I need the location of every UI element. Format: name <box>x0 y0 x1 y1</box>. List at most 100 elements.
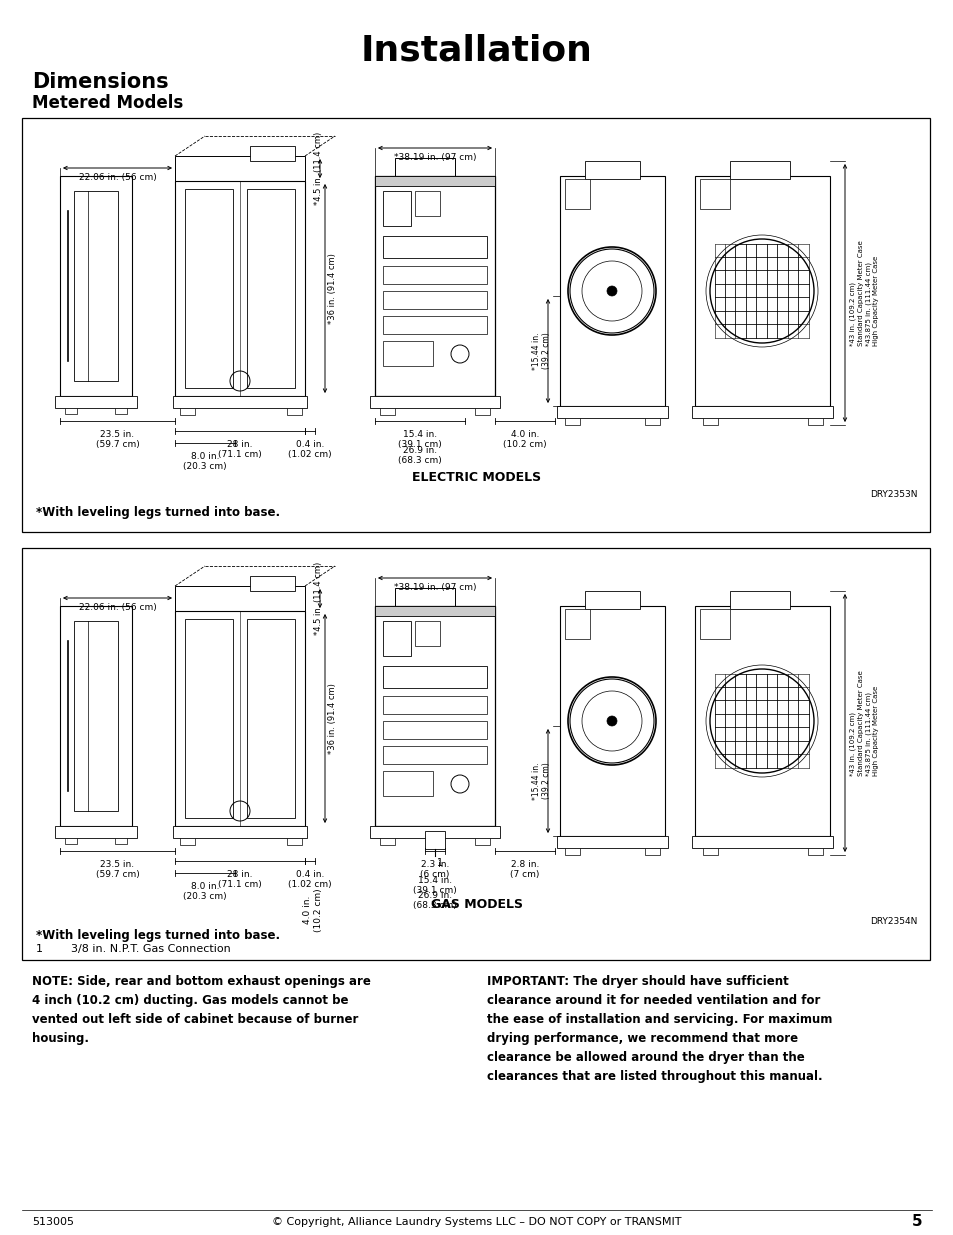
Text: 15.4 in.
(39.1 cm): 15.4 in. (39.1 cm) <box>413 876 456 895</box>
Bar <box>185 619 233 818</box>
Bar <box>74 191 118 382</box>
Bar <box>375 177 495 396</box>
Text: *38.19 in. (97 cm): *38.19 in. (97 cm) <box>394 583 476 592</box>
Bar <box>379 408 395 415</box>
Bar <box>559 177 664 406</box>
Text: *15.44 in.
(39.2 cm): *15.44 in. (39.2 cm) <box>531 762 551 800</box>
Text: 8.0 in.
(20.3 cm): 8.0 in. (20.3 cm) <box>183 882 227 902</box>
Bar <box>564 609 589 638</box>
Bar <box>172 826 307 839</box>
Bar <box>22 119 929 532</box>
Bar <box>807 417 822 425</box>
Text: 26.9 in.
(68.3 cm): 26.9 in. (68.3 cm) <box>413 890 456 910</box>
Bar <box>370 396 499 408</box>
Bar <box>247 619 294 818</box>
Text: Installation: Installation <box>360 33 593 67</box>
Bar <box>174 585 305 611</box>
Bar <box>174 156 305 182</box>
Text: DRY2354N: DRY2354N <box>870 918 917 926</box>
Bar <box>382 266 486 284</box>
Text: 4.0 in.
(10.2 cm): 4.0 in. (10.2 cm) <box>502 430 546 450</box>
Bar <box>185 189 233 388</box>
Bar <box>247 189 294 388</box>
Bar <box>382 291 486 309</box>
Text: *15.44 in.
(39.2 cm): *15.44 in. (39.2 cm) <box>531 332 551 369</box>
Text: 28 in.
(71.1 cm): 28 in. (71.1 cm) <box>218 440 262 459</box>
Text: 26.9 in.
(68.3 cm): 26.9 in. (68.3 cm) <box>397 446 441 466</box>
Circle shape <box>709 669 813 773</box>
Bar <box>172 396 307 408</box>
Text: 0.4 in.
(1.02 cm): 0.4 in. (1.02 cm) <box>288 869 332 889</box>
Bar <box>729 592 789 609</box>
Text: 0.4 in.
(1.02 cm): 0.4 in. (1.02 cm) <box>288 440 332 459</box>
Text: *38.19 in. (97 cm): *38.19 in. (97 cm) <box>394 153 476 162</box>
Bar <box>375 606 495 616</box>
Text: *43 in. (109.2 cm)
Standard Capacity Meter Case
*43.875 in. (111.44 cm)
High Cap: *43 in. (109.2 cm) Standard Capacity Met… <box>849 240 879 346</box>
Bar <box>370 826 499 839</box>
Text: *4.5 in. (11.4 cm): *4.5 in. (11.4 cm) <box>314 562 323 635</box>
Bar <box>55 826 137 839</box>
Bar <box>382 697 486 714</box>
Bar <box>65 839 77 844</box>
Bar <box>475 408 490 415</box>
Text: 5: 5 <box>910 1214 921 1230</box>
Bar <box>60 606 132 826</box>
Text: 2.8 in.
(7 cm): 2.8 in. (7 cm) <box>510 860 539 879</box>
Bar <box>375 606 495 826</box>
Bar <box>382 236 486 258</box>
Text: GAS MODELS: GAS MODELS <box>431 899 522 911</box>
Bar <box>382 746 486 764</box>
Bar <box>695 606 829 836</box>
Bar <box>250 146 294 161</box>
Text: *36 in. (91.4 cm): *36 in. (91.4 cm) <box>328 683 336 753</box>
Bar <box>174 182 305 396</box>
Bar <box>22 548 929 960</box>
Bar <box>807 848 822 855</box>
Bar <box>415 191 439 216</box>
Text: 513005: 513005 <box>32 1216 74 1228</box>
Bar <box>180 839 194 845</box>
Bar <box>382 771 433 797</box>
Text: *With leveling legs turned into base.: *With leveling legs turned into base. <box>36 929 280 941</box>
Text: 28 in.
(71.1 cm): 28 in. (71.1 cm) <box>218 869 262 889</box>
Bar <box>695 177 829 406</box>
Bar <box>55 396 137 408</box>
Text: DRY2353N: DRY2353N <box>869 489 917 499</box>
Bar <box>287 839 302 845</box>
Text: *43 in. (109.2 cm)
Standard Capacity Meter Case
*43.875 in. (111.44 cm)
High Cap: *43 in. (109.2 cm) Standard Capacity Met… <box>849 671 879 776</box>
Text: 1: 1 <box>436 858 442 868</box>
Bar <box>564 848 579 855</box>
Text: *With leveling legs turned into base.: *With leveling legs turned into base. <box>36 505 280 519</box>
Text: 23.5 in.
(59.7 cm): 23.5 in. (59.7 cm) <box>95 860 139 879</box>
Bar <box>475 839 490 845</box>
Text: 22.06 in. (56 cm): 22.06 in. (56 cm) <box>78 173 156 182</box>
Bar <box>729 161 789 179</box>
Text: Metered Models: Metered Models <box>32 94 183 112</box>
Bar <box>700 609 729 638</box>
Bar <box>115 839 127 844</box>
Bar <box>287 408 302 415</box>
Bar <box>382 191 411 226</box>
Bar <box>395 158 455 177</box>
Bar <box>702 417 718 425</box>
Bar <box>415 621 439 646</box>
Bar <box>65 408 77 414</box>
Bar <box>557 406 667 417</box>
Bar <box>564 417 579 425</box>
Bar <box>559 606 664 836</box>
Bar <box>60 177 132 396</box>
Text: © Copyright, Alliance Laundry Systems LLC – DO NOT COPY or TRANSMIT: © Copyright, Alliance Laundry Systems LL… <box>272 1216 681 1228</box>
Bar <box>74 621 118 811</box>
Text: 23.5 in.
(59.7 cm): 23.5 in. (59.7 cm) <box>95 430 139 450</box>
Bar <box>382 341 433 366</box>
Bar <box>382 621 411 656</box>
Bar <box>174 611 305 826</box>
Text: 1        3/8 in. N.P.T. Gas Connection: 1 3/8 in. N.P.T. Gas Connection <box>36 944 231 953</box>
Text: 2.3 in.
(6 cm): 2.3 in. (6 cm) <box>420 860 449 879</box>
Bar <box>584 592 639 609</box>
Bar <box>180 408 194 415</box>
Circle shape <box>709 240 813 343</box>
Bar <box>691 836 832 848</box>
Bar <box>644 417 659 425</box>
Bar <box>115 408 127 414</box>
